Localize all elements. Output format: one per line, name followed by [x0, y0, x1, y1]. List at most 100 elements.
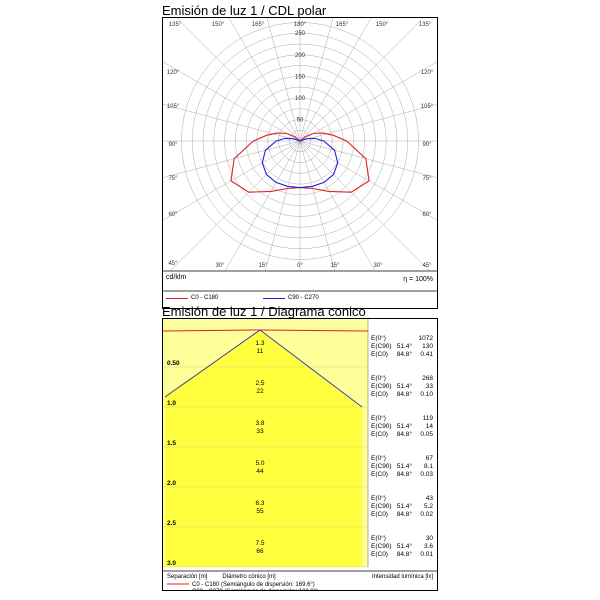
cone-intensity-label: E(0°) — [371, 334, 386, 342]
polar-angle-label: 120° — [167, 70, 180, 76]
polar-radial-tick-label: 100 — [295, 96, 306, 102]
cone-chart: 0.50 1.311 E(0°) 1072 E(C90) 51.4° 130 E(C0) 84.… — [162, 319, 437, 595]
polar-grid-ray — [299, 104, 437, 142]
cone-separation-label: 1.0 — [167, 400, 176, 407]
polar-legend-c0: C0 - C180 — [166, 295, 218, 301]
polar-chart: 50 100 150 200 250 135° 150° 165° 180° 165° 150° 13… — [163, 18, 437, 292]
cone-diameter-c90: 33 — [256, 428, 264, 435]
polar-grid-ray — [163, 140, 301, 221]
cone-intensity-label: E(C0) — [371, 351, 388, 358]
cone-intensity-value: 0.03 — [420, 471, 433, 478]
cone-footer-separation: Separación [m] — [167, 574, 208, 580]
cone-intensity-label: E(0°) — [371, 414, 386, 422]
cone-intensity-angle: 84.8° — [397, 390, 413, 398]
polar-angle-label: 30° — [373, 263, 383, 269]
polar-grid-ray — [299, 18, 424, 142]
polar-angle-label: 75° — [422, 176, 432, 182]
polar-series-curve — [261, 137, 339, 189]
cone-footer-diameter: Diámetro cónico [m] — [222, 574, 276, 580]
cone-intensity-label: E(0°) — [371, 534, 386, 542]
cone-intensity-angle: 84.8° — [397, 510, 413, 518]
cone-intensity-value: 67 — [426, 455, 434, 462]
cone-intensity-angle: 84.8° — [397, 550, 413, 558]
cone-intensity-value: 14 — [426, 423, 434, 430]
cone-intensity-label: E(C90) — [371, 423, 392, 430]
polar-radial-tick-label: 200 — [295, 53, 306, 59]
cone-intensity-label: E(C90) — [371, 383, 392, 390]
cone-inner-area — [165, 330, 362, 567]
cone-intensity-value: 119 — [423, 415, 434, 422]
polar-angle-label: 30° — [215, 263, 225, 269]
cone-diameter-c0: 2.5 — [255, 380, 264, 387]
polar-grid-ray — [163, 104, 301, 142]
cone-intensity-angle: 51.4° — [397, 502, 413, 510]
cone-intensity-angle: 51.4° — [397, 422, 413, 430]
polar-radial-tick-label: 150 — [295, 74, 306, 80]
cone-diameter-c90: 44 — [256, 468, 264, 475]
polar-angle-label: 60° — [422, 212, 432, 218]
cone-diameter-c0: 3.8 — [255, 420, 264, 427]
cone-intensity-angle: 51.4° — [397, 462, 413, 470]
cone-intensity-value: 30 — [426, 535, 434, 542]
cone-intensity-angle: 51.4° — [397, 542, 413, 550]
cone-intensity-label: E(C0) — [371, 431, 388, 438]
cone-intensity-value: 1072 — [419, 335, 434, 342]
polar-angle-label: 90° — [422, 142, 432, 148]
polar-angle-label: 15° — [330, 263, 340, 269]
cone-intensity-label: E(0°) — [371, 454, 386, 462]
legend-swatch-blue — [263, 297, 285, 299]
polar-angle-label: 135° — [169, 22, 182, 28]
cone-intensity-label: E(C90) — [371, 503, 392, 510]
polar-title: Emisión de luz 1 / CDL polar — [162, 3, 327, 18]
polar-angle-label: 150° — [212, 22, 225, 28]
polar-legend-c90: C90 - C270 — [263, 295, 319, 301]
polar-grid-ray — [176, 18, 301, 142]
polar-angle-label: 45° — [168, 261, 178, 267]
polar-unit-label: cd/klm — [166, 274, 187, 281]
cone-intensity-value: 0.10 — [420, 391, 433, 398]
polar-angle-label: 0° — [297, 263, 303, 269]
cone-intensity-label: E(C90) — [371, 463, 392, 470]
cone-diameter-c0: 6.3 — [255, 500, 264, 507]
cone-intensity-value: 0.02 — [420, 511, 433, 518]
polar-grid-ray — [228, 18, 301, 142]
polar-angle-label: 60° — [168, 212, 178, 218]
legend-label-c0: C0 - C180 — [191, 295, 219, 301]
cone-separation-label: 0.50 — [167, 360, 180, 367]
polar-angle-label: 45° — [422, 263, 432, 269]
polar-angle-label: 165° — [252, 22, 265, 28]
cone-intensity-label: E(C0) — [371, 551, 388, 558]
polar-grid-ray — [299, 140, 437, 178]
cone-panel: 0.50 1.3 11 E(0°) 1072 E(C90) 51.4° 130 E(C0) 84.… — [162, 318, 438, 595]
cone-intensity-value: 0.05 — [420, 431, 433, 438]
cone-legend-label: C0 - C180 (Semiángulo de dispersión: 169… — [192, 582, 315, 588]
polar-grid-ray — [299, 18, 334, 142]
cone-intensity-value: 0.41 — [420, 351, 433, 358]
polar-angle-label: 120° — [421, 70, 434, 76]
cone-diameter-c90: 55 — [256, 508, 264, 515]
cone-intensity-angle: 51.4° — [397, 342, 413, 350]
cone-intensity-angle: 84.8° — [397, 350, 413, 358]
polar-grid-ray — [266, 18, 301, 142]
polar-angle-label: 180° — [294, 22, 307, 28]
cone-intensity-angle: 84.8° — [397, 470, 413, 478]
cone-footer-intensity: Intensidad lumínica [lx] — [372, 574, 433, 580]
cone-intensity-value: 8.1 — [424, 463, 433, 470]
cone-diameter-c90: 11 — [257, 348, 264, 355]
cone-diameter-c90: 22 — [256, 388, 264, 395]
polar-angle-label: 150° — [376, 22, 389, 28]
polar-grid-ray — [163, 140, 301, 178]
cone-intensity-angle: 51.4° — [397, 382, 413, 390]
polar-grid-ray — [169, 140, 301, 271]
polar-grid-ray — [299, 140, 431, 271]
polar-angle-label: 135° — [419, 22, 432, 28]
polar-angle-label: 75° — [168, 176, 178, 182]
cone-separation-label: 3.0 — [167, 560, 176, 567]
cone-diameter-c0: 5.0 — [255, 460, 264, 467]
cone-legend-label: C90 - C270 (Semiángulo de dispersión: 10… — [192, 589, 318, 590]
polar-grid-ray — [299, 140, 336, 271]
polar-angle-label: 90° — [168, 142, 178, 148]
cone-diameter-c90: 66 — [256, 548, 264, 555]
polar-grid-ray — [264, 140, 301, 271]
cone-separation-label: 1.5 — [167, 440, 176, 447]
